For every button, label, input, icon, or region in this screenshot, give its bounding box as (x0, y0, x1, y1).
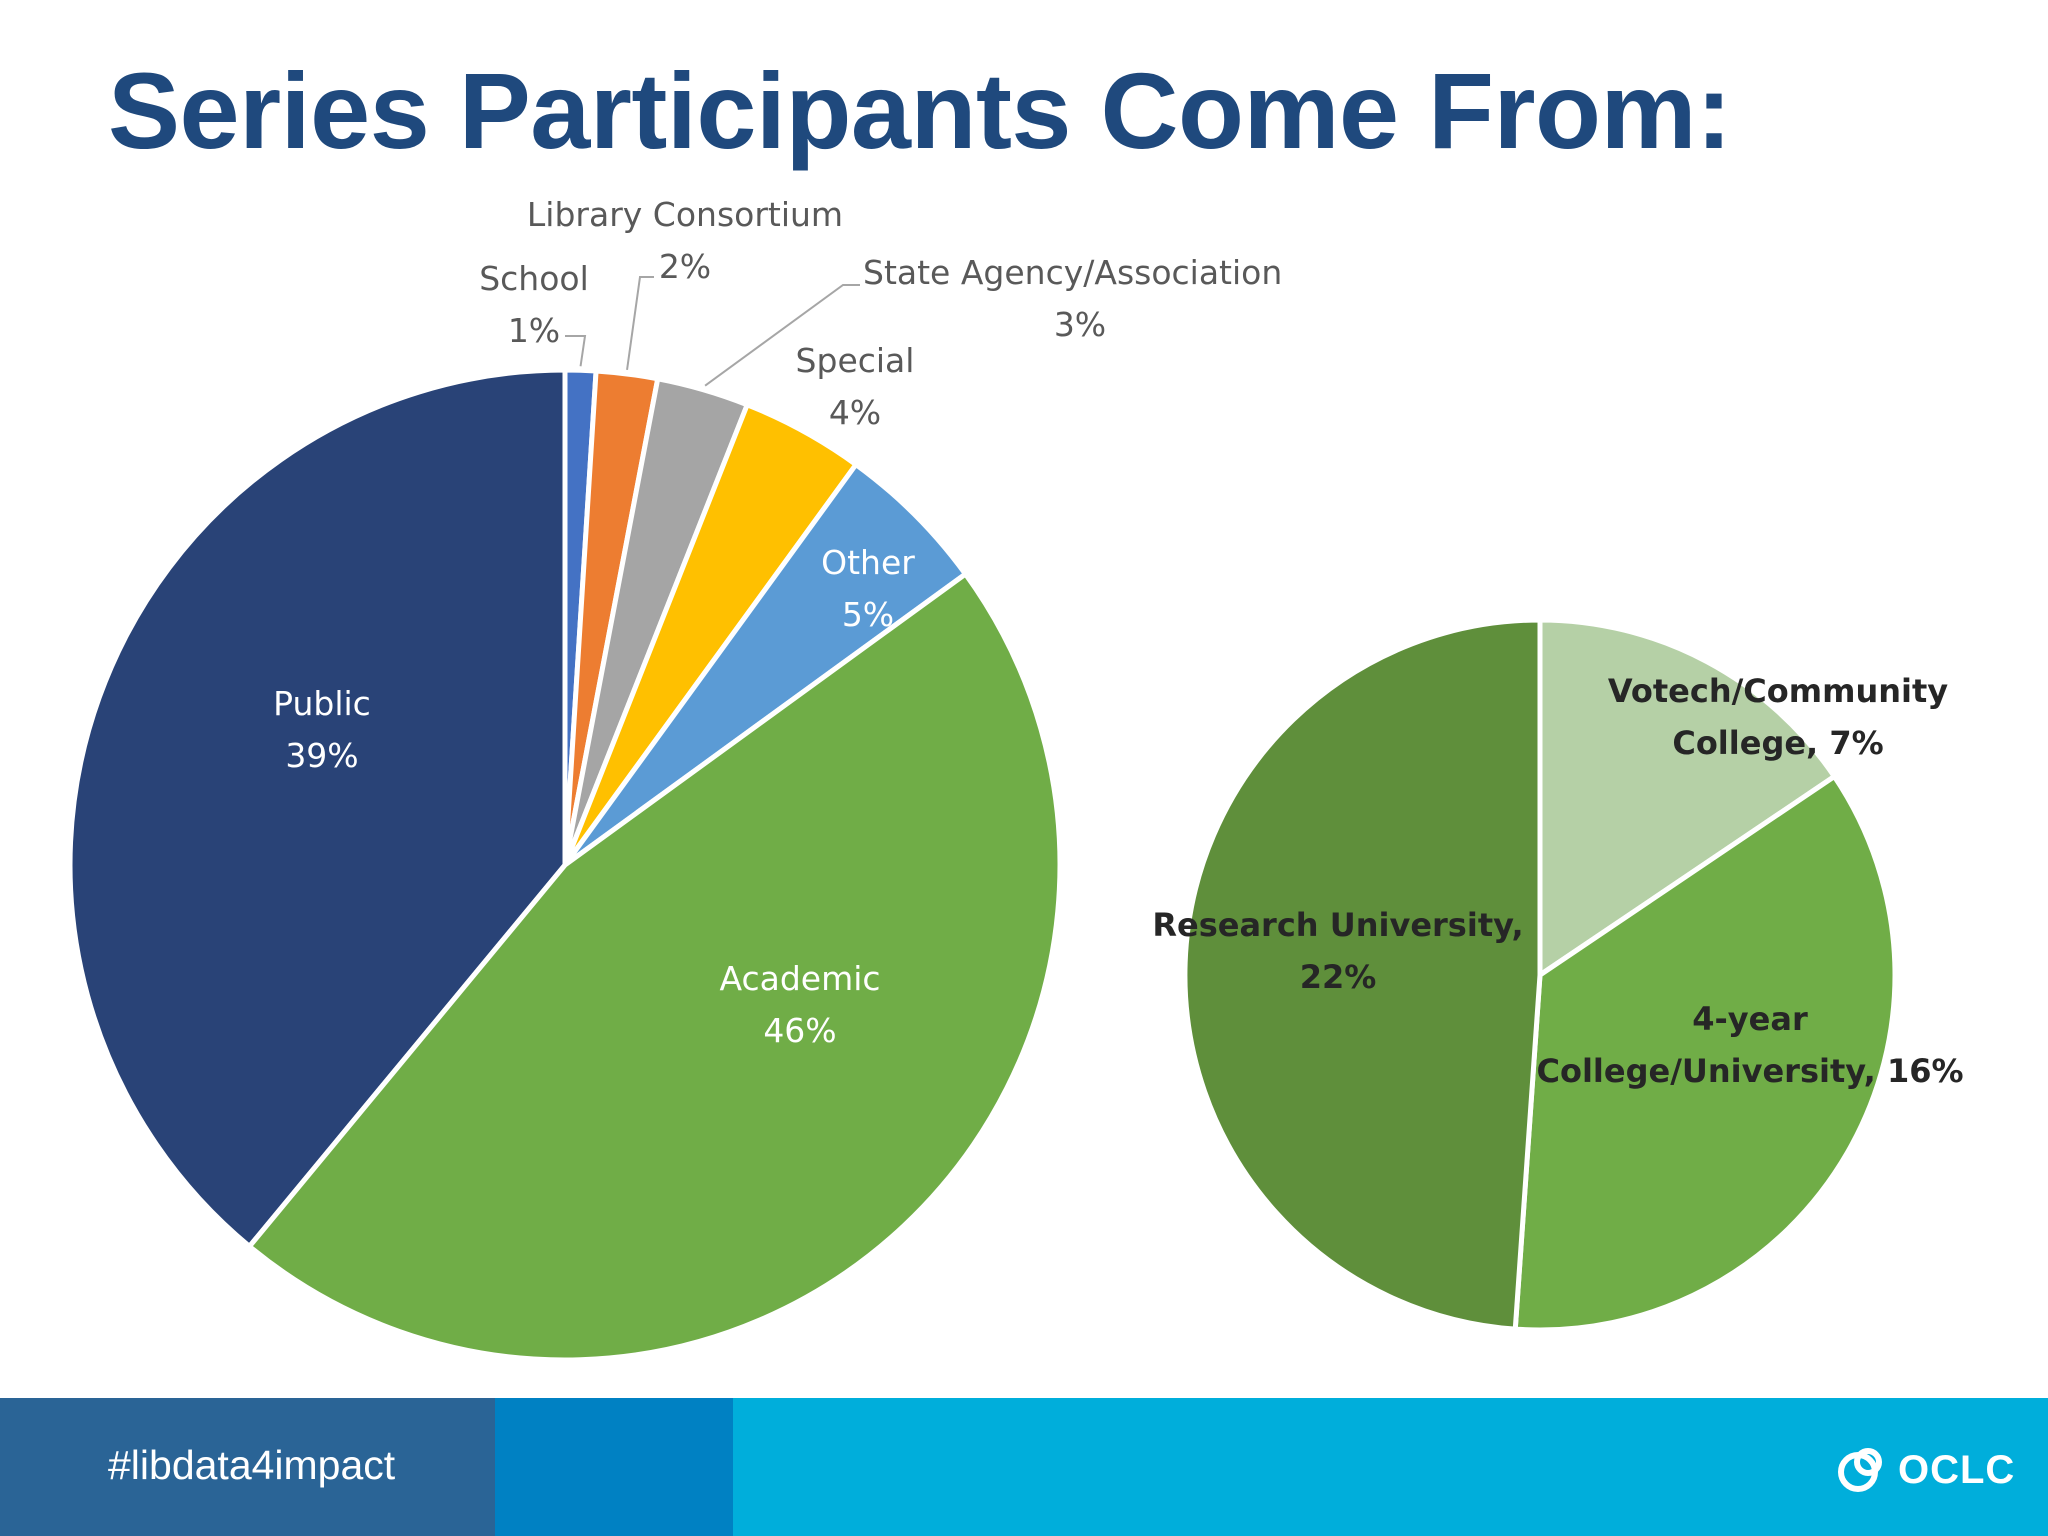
slice-label-4-year-line2: College/University, 16% (1536, 1052, 1963, 1090)
hashtag-text: #libdata4impact (108, 1442, 396, 1488)
footer-bar: #libdata4impact OCLC (0, 1398, 2048, 1536)
pie-labels: Public 39% Academic 46% Other 5% Special 4% Scho… (273, 195, 1963, 1090)
pie-slice-4-year-college-university (1512, 773, 1898, 1333)
slice-label-special: Special (796, 341, 915, 380)
pie-slice-public (67, 367, 568, 1249)
slice-label-research-line1: Research University, (1152, 906, 1523, 944)
slice-label-library-consortium: Library Consortium (527, 195, 843, 234)
oclc-logo-icon (1838, 1448, 1882, 1492)
footer-segment-middle (495, 1398, 733, 1536)
footer-segment-left (0, 1398, 495, 1536)
slice-value-special: 4% (829, 393, 881, 432)
pie-slice-research-university (1182, 617, 1543, 1332)
slice-label-school: School (479, 259, 589, 298)
pie-slice-votech-community-college (1537, 617, 1837, 978)
oclc-logo-text: OCLC (1898, 1448, 2016, 1492)
charts: Public 39% Academic 46% Other 5% Special 4% Scho… (67, 195, 1964, 1363)
slice-label-votech-line1: Votech/Community (1608, 672, 1948, 710)
pie-slice-academic (246, 571, 1063, 1363)
footer-segment-right (733, 1398, 2048, 1536)
leader-line-state-agency (704, 284, 860, 387)
slice-value-library-consortium: 2% (659, 247, 711, 286)
slice-label-other: Other (821, 543, 915, 582)
slice-value-state-agency-association: 3% (1054, 305, 1106, 344)
slice-value-public: 39% (285, 736, 358, 775)
slice-label-academic: Academic (719, 959, 880, 998)
slice-value-other: 5% (842, 595, 894, 634)
page-title: Series Participants Come From: (108, 50, 1732, 171)
pie-slice-other (562, 462, 968, 868)
slice-value-academic: 46% (763, 1011, 836, 1050)
slice-label-state-agency-association: State Agency/Association (863, 253, 1282, 292)
pie-chart-academic-breakdown (1182, 617, 1898, 1333)
slice-label-public: Public (273, 684, 371, 723)
slice-label-4-year-line1: 4-year (1692, 1000, 1808, 1038)
leader-line-library-consortium (626, 276, 654, 371)
slice-value-school: 1% (508, 311, 560, 350)
slice-label-votech-line2: College, 7% (1672, 724, 1883, 762)
leader-line-school (565, 335, 587, 367)
slice-value-research-university: 22% (1300, 958, 1377, 996)
pie-chart-library-types (67, 367, 1063, 1363)
